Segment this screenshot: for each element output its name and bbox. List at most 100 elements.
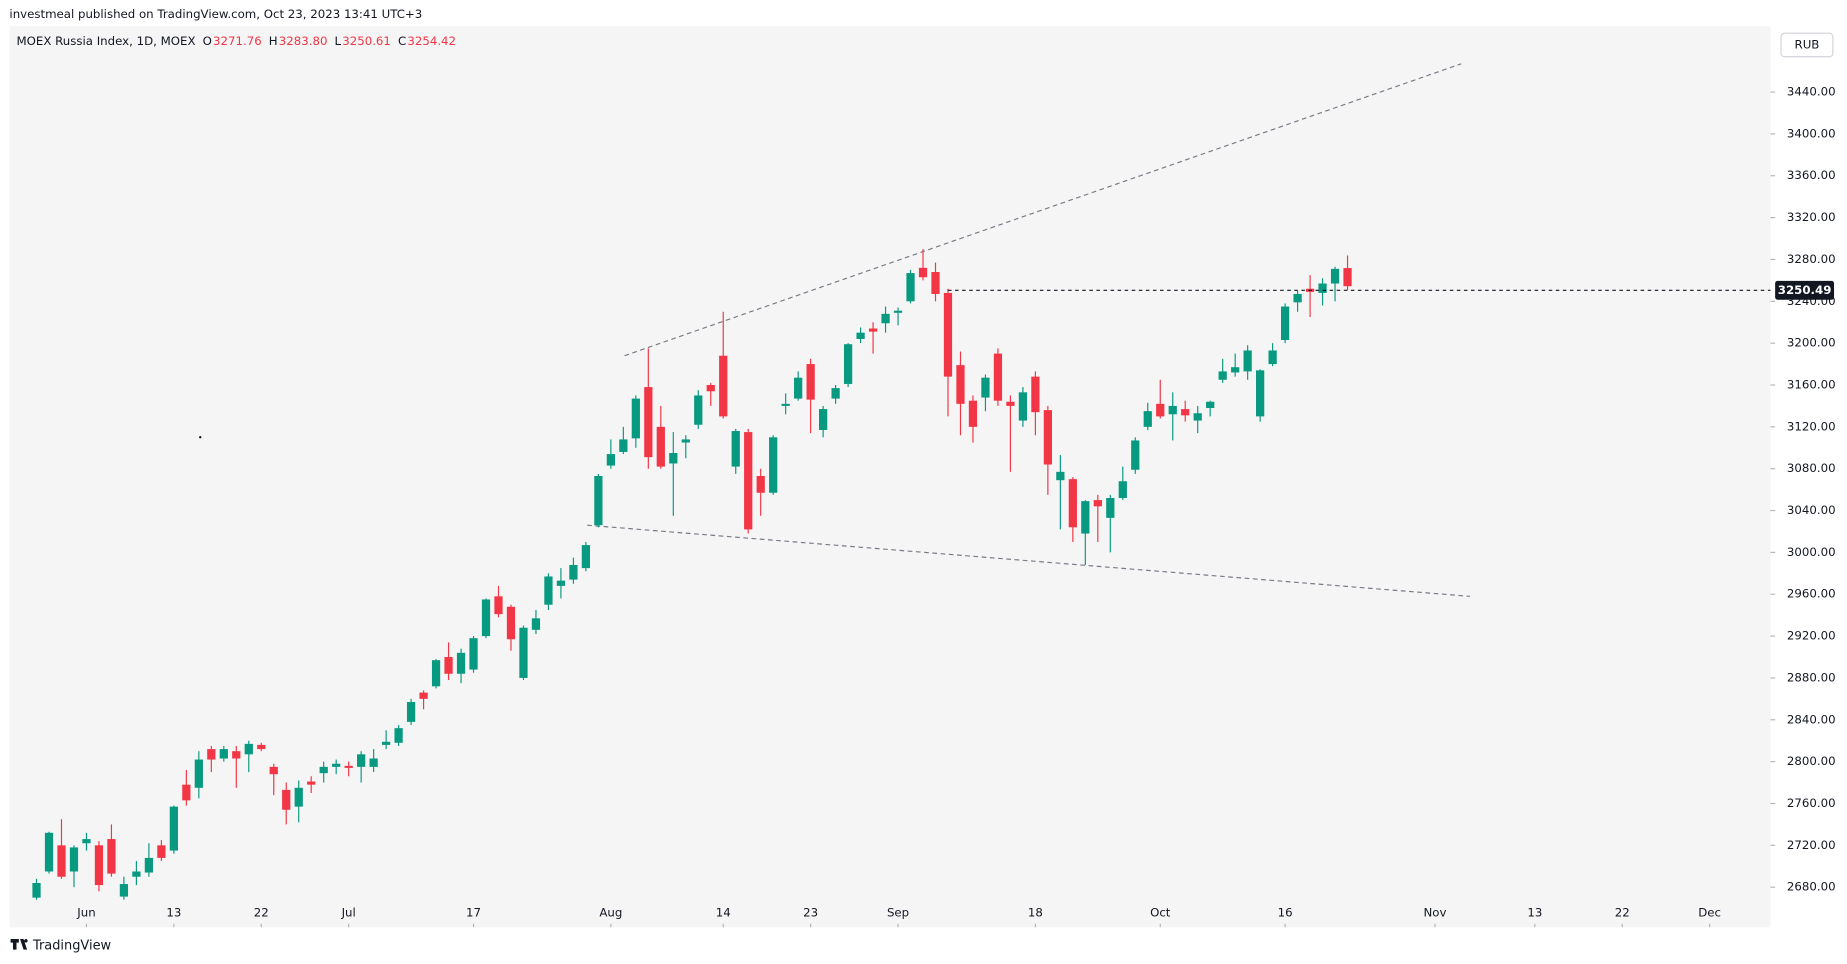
plot-background (9, 26, 1771, 928)
candle-body (1193, 413, 1202, 421)
y-tick-label: 3160.00 (1787, 377, 1836, 391)
x-tick-label: Jul (341, 906, 356, 920)
candle-body (357, 754, 366, 767)
candle-body (781, 403, 790, 406)
y-tick-label: 2800.00 (1787, 754, 1836, 768)
candle-body (169, 806, 178, 851)
x-tick-label: 17 (466, 906, 481, 920)
legend-key: C (398, 34, 406, 48)
candle-body (269, 766, 278, 775)
currency-box[interactable] (1780, 32, 1834, 58)
candle-body (332, 763, 341, 767)
y-tick-label: 2840.00 (1787, 712, 1836, 726)
y-tick-label: 3320.00 (1787, 210, 1836, 224)
candle-body (44, 832, 54, 872)
candle-body (881, 313, 890, 324)
price-label: 3250.49 (1778, 283, 1832, 297)
candle-body (1231, 367, 1240, 373)
candle-body (1068, 479, 1077, 528)
y-tick-label: 3280.00 (1787, 252, 1836, 266)
candle-body (481, 599, 491, 637)
candle-body (232, 751, 241, 759)
candle-body (1181, 409, 1190, 416)
candle-body (519, 627, 528, 678)
x-tick-label: 22 (254, 906, 269, 920)
dot (199, 436, 202, 439)
y-tick-label: 3400.00 (1787, 126, 1836, 140)
candle-body (1093, 500, 1102, 507)
legend-value: 3250.61 (342, 34, 391, 48)
legend-value: 3271.76 (213, 34, 262, 48)
legend-name: MOEX Russia Index, 1D, MOEX (16, 34, 195, 48)
candle-body (1143, 411, 1152, 427)
candle-body (769, 437, 778, 493)
candle-body (1131, 440, 1140, 470)
candle-body (581, 545, 591, 569)
y-tick-label: 3000.00 (1787, 545, 1836, 559)
candle-body (394, 728, 403, 743)
candle-body (219, 749, 228, 759)
x-tick-label: Sep (887, 906, 909, 920)
y-tick-label: 3360.00 (1787, 168, 1836, 182)
candle-body (906, 273, 915, 302)
x-tick-label: 18 (1028, 906, 1043, 920)
candle-body (843, 344, 853, 384)
candle-body (644, 387, 653, 458)
candle-body (307, 781, 316, 785)
candle-body (1268, 350, 1277, 365)
candle-body (94, 845, 104, 886)
candle-body (594, 476, 603, 526)
candle-body (806, 364, 815, 400)
candle-body (1293, 293, 1302, 303)
candle-body (82, 839, 91, 844)
legend-value: 3254.42 (407, 34, 456, 48)
candle-body (419, 692, 428, 699)
candle-body (694, 395, 703, 425)
candle-body (569, 564, 578, 580)
candle-body (369, 758, 378, 767)
y-tick-label: 2960.00 (1787, 587, 1836, 601)
y-tick-label: 2720.00 (1787, 838, 1836, 852)
candle-body (744, 432, 753, 530)
candle-body (893, 310, 903, 313)
candle-body (993, 353, 1003, 401)
y-tick-label: 2920.00 (1787, 629, 1836, 643)
candle-body (819, 409, 828, 430)
y-tick-label: 2760.00 (1787, 796, 1836, 810)
y-tick-label: 3080.00 (1787, 461, 1836, 475)
candle-body (706, 384, 715, 392)
candle-body (1256, 370, 1265, 417)
candle-body (1056, 471, 1065, 481)
candle-body (656, 426, 665, 467)
trendline (624, 63, 1462, 357)
candle-body (1218, 371, 1227, 380)
y-tick-label: 2680.00 (1787, 880, 1836, 894)
candle-body (631, 398, 640, 439)
candle-body (556, 580, 566, 586)
legend: MOEX Russia Index, 1D, MOEX O 3271.76 H 328… (16, 34, 456, 48)
candle-body (382, 741, 391, 745)
candle-body (756, 476, 765, 493)
candle-body (431, 660, 441, 687)
x-tick-label: Jun (76, 906, 95, 920)
brand: TradingView (32, 939, 112, 954)
candle-body (494, 596, 503, 615)
candle-body (1343, 268, 1352, 287)
candle-body (1106, 497, 1115, 518)
legend-value: 3283.80 (279, 34, 328, 48)
legend-key: O (203, 34, 212, 48)
x-tick-label: 16 (1278, 906, 1293, 920)
candle-body (1330, 268, 1340, 284)
candle-body (1006, 401, 1015, 406)
candle-body (868, 328, 878, 332)
candle-body (344, 765, 353, 768)
candle-body (456, 652, 466, 674)
candle-body (107, 839, 116, 874)
candle-body (1318, 283, 1327, 293)
candle-body (69, 847, 79, 872)
candle-body (669, 453, 678, 464)
trendline (587, 524, 1470, 597)
currency[interactable]: RUB (1795, 37, 1820, 51)
candle-body (856, 332, 865, 339)
